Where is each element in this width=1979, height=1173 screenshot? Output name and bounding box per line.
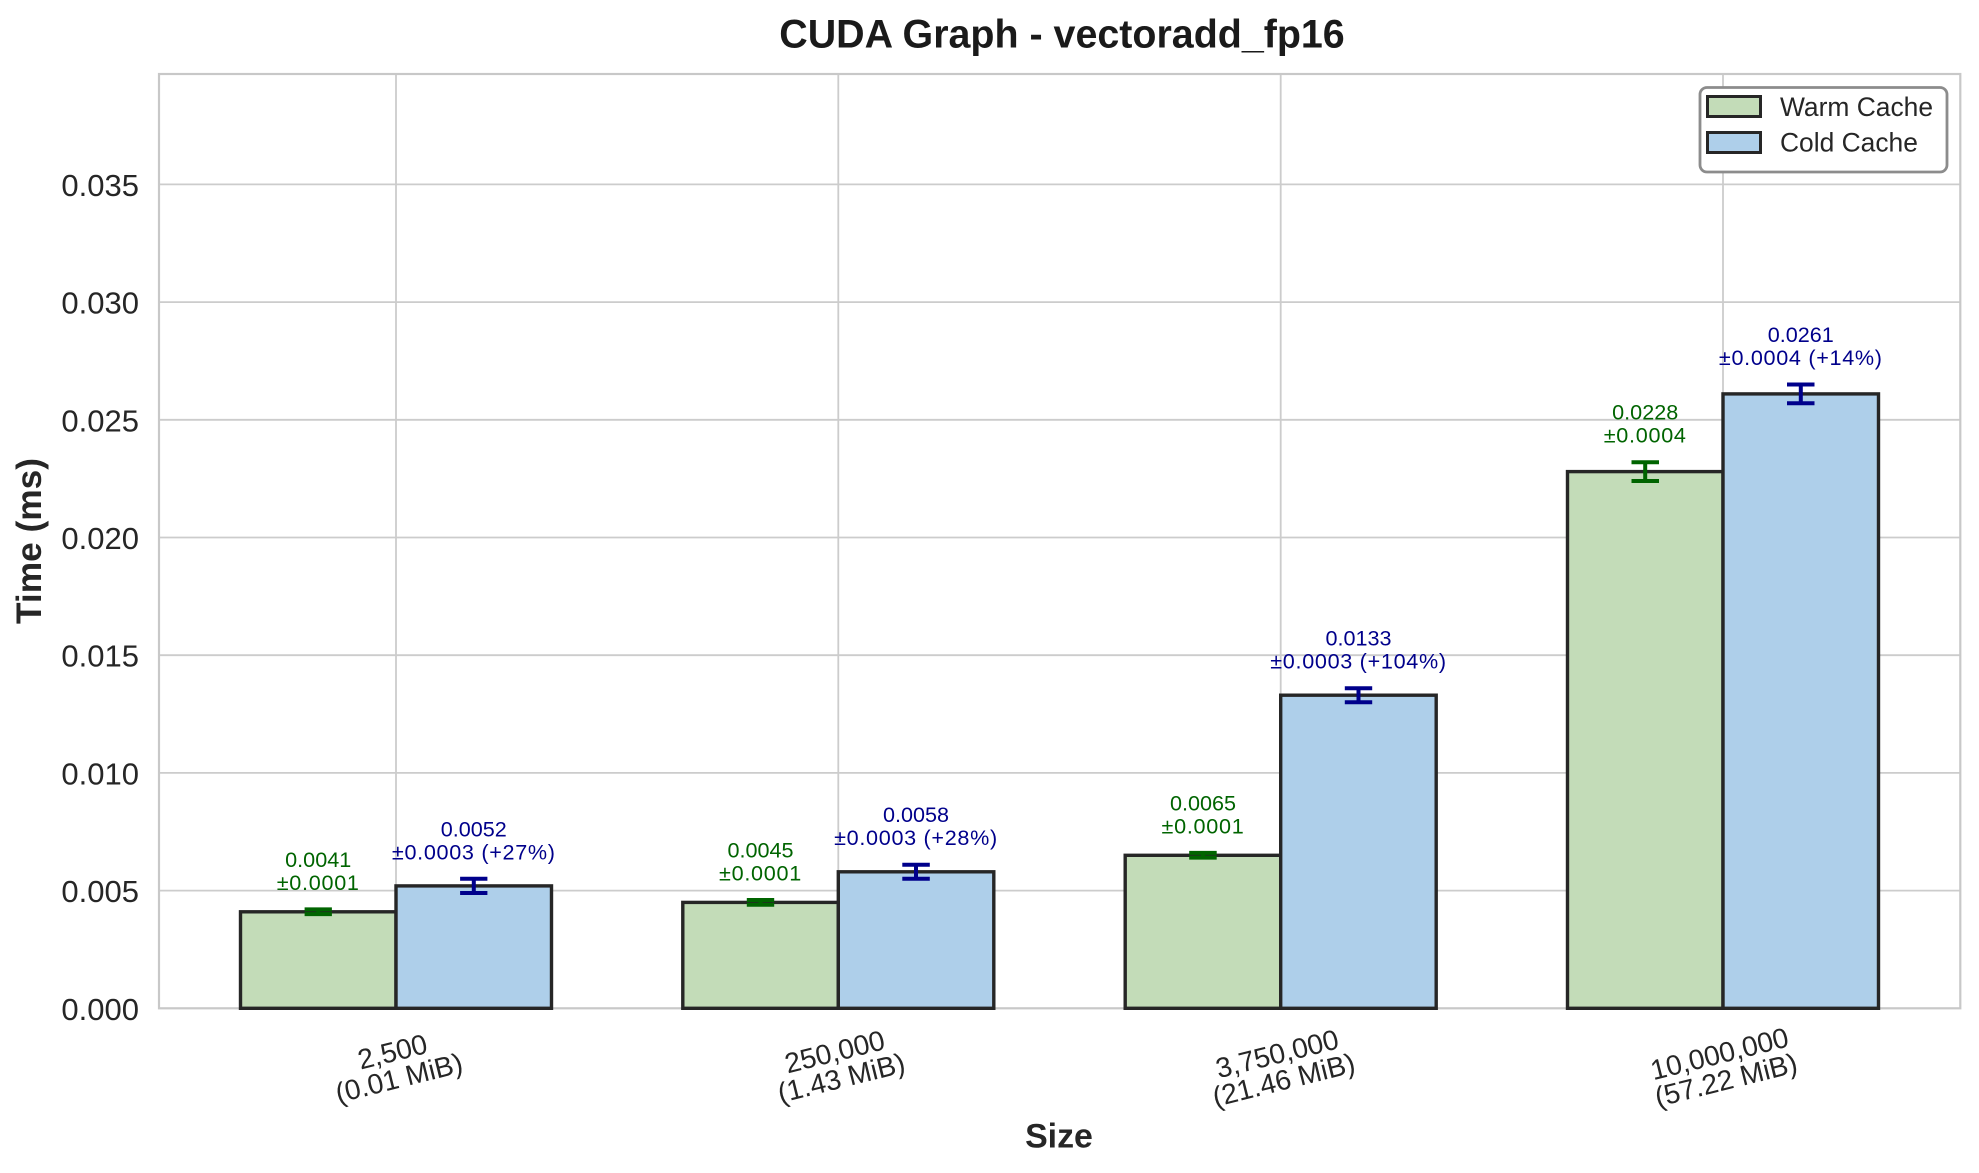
svg-text:±0.0004: ±0.0004: [1604, 423, 1687, 448]
svg-text:0.0065: 0.0065: [1170, 790, 1236, 815]
svg-text:0.015: 0.015: [61, 639, 139, 674]
svg-text:0.010: 0.010: [61, 756, 139, 791]
svg-text:0.020: 0.020: [61, 521, 139, 556]
svg-text:0.0058: 0.0058: [883, 802, 949, 827]
svg-text:0.0045: 0.0045: [727, 838, 793, 863]
svg-text:0.0041: 0.0041: [285, 847, 351, 872]
svg-text:±0.0001: ±0.0001: [719, 861, 802, 886]
svg-text:0.0052: 0.0052: [441, 816, 507, 841]
svg-text:CUDA Graph - vectoradd_fp16: CUDA Graph - vectoradd_fp16: [779, 13, 1344, 57]
svg-text:±0.0003 (+28%): ±0.0003 (+28%): [834, 825, 998, 850]
svg-text:0.000: 0.000: [61, 992, 139, 1027]
svg-text:Warm Cache: Warm Cache: [1780, 92, 1933, 122]
svg-text:0.025: 0.025: [61, 403, 139, 438]
svg-text:±0.0001: ±0.0001: [1162, 813, 1245, 838]
svg-text:±0.0003 (+27%): ±0.0003 (+27%): [392, 839, 556, 864]
svg-text:0.005: 0.005: [61, 874, 139, 909]
svg-text:±0.0001: ±0.0001: [277, 870, 360, 895]
svg-text:0.0228: 0.0228: [1612, 400, 1678, 425]
svg-text:Time (ms): Time (ms): [10, 458, 49, 624]
svg-text:±0.0003 (+104%): ±0.0003 (+104%): [1270, 649, 1446, 674]
svg-text:0.0133: 0.0133: [1325, 626, 1391, 651]
svg-text:Cold Cache: Cold Cache: [1780, 128, 1918, 158]
svg-text:Size: Size: [1025, 1118, 1093, 1156]
svg-text:0.030: 0.030: [61, 286, 139, 321]
svg-text:0.035: 0.035: [61, 168, 139, 203]
svg-text:0.0261: 0.0261: [1768, 322, 1834, 347]
svg-text:±0.0004 (+14%): ±0.0004 (+14%): [1719, 345, 1883, 370]
